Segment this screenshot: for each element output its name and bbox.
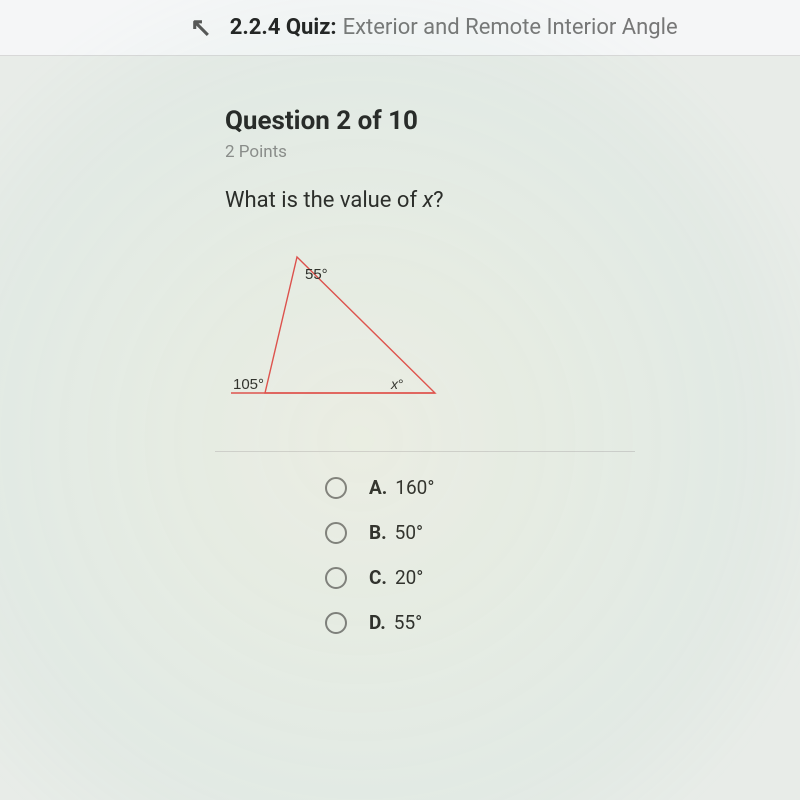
svg-text:105°: 105° [233, 376, 264, 393]
stem-variable: x [423, 188, 434, 213]
option-letter: B. [369, 521, 387, 544]
svg-text:x°: x° [390, 376, 404, 392]
triangle-svg: 55° 105° x° [225, 243, 465, 433]
option-c[interactable]: C. 20° [325, 566, 800, 589]
radio-icon[interactable] [325, 477, 347, 499]
question-card: Question 2 of 10 2 Points What is the va… [0, 56, 800, 634]
option-letter: C. [369, 566, 387, 589]
svg-text:55°: 55° [305, 266, 328, 283]
radio-icon[interactable] [325, 522, 347, 544]
radio-icon[interactable] [325, 567, 347, 589]
answer-options: A. 160° B. 50° C. 20° D. 55° [225, 476, 800, 634]
option-text: 20° [395, 566, 423, 589]
back-icon[interactable]: ↖ [190, 13, 212, 43]
option-letter: A. [369, 476, 387, 499]
option-text: 55° [394, 611, 422, 634]
option-text: 160° [395, 476, 434, 499]
header-section: 2.2.4 Quiz: [230, 15, 337, 40]
option-text: 50° [395, 521, 423, 544]
option-a[interactable]: A. 160° [325, 476, 800, 499]
option-letter: D. [369, 611, 386, 634]
option-b[interactable]: B. 50° [325, 521, 800, 544]
triangle-figure: 55° 105° x° [225, 243, 465, 433]
stem-suffix: ? [433, 188, 443, 213]
question-stem: What is the value of x? [225, 188, 800, 213]
question-counter: Question 2 of 10 [225, 106, 800, 136]
radio-icon[interactable] [325, 612, 347, 634]
header-title: Exterior and Remote Interior Angle [343, 15, 678, 40]
stem-prefix: What is the value of [225, 188, 423, 213]
question-points: 2 Points [225, 142, 800, 162]
divider [215, 451, 635, 452]
option-d[interactable]: D. 55° [325, 611, 800, 634]
quiz-header: ↖ 2.2.4 Quiz: Exterior and Remote Interi… [0, 0, 800, 56]
